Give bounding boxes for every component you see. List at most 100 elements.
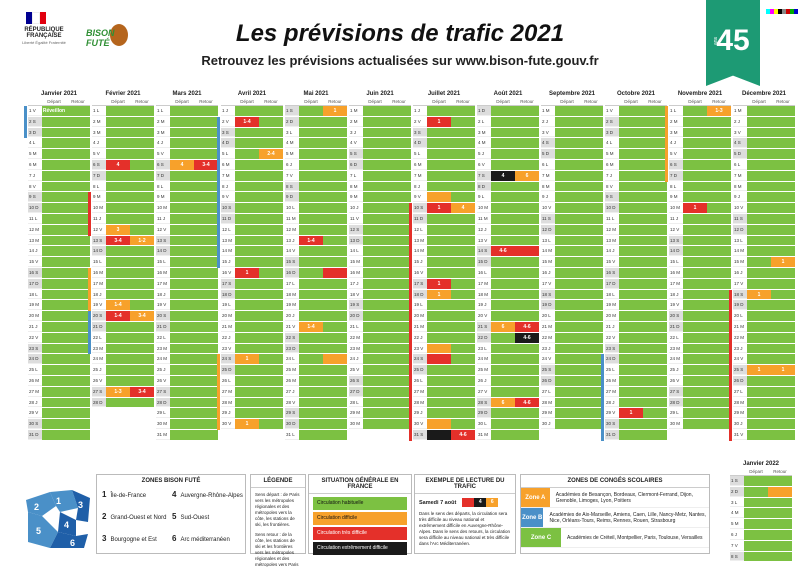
day-row: 26 S	[349, 375, 411, 387]
day-label: 12 D	[733, 224, 747, 235]
day-label: 18 S	[733, 289, 747, 300]
day-label: 5 M	[285, 149, 299, 159]
day-label: 12 S	[349, 224, 363, 235]
retour-cell	[323, 408, 347, 419]
day-row: 8 V	[28, 181, 90, 193]
day-label: 14 J	[28, 246, 42, 257]
day-label: 3 M	[477, 127, 491, 138]
retour-cell	[579, 192, 603, 203]
day-row: 9 M	[156, 192, 218, 204]
depart-cell	[555, 375, 579, 386]
retour-header: Retour	[199, 99, 213, 104]
retour-cell	[643, 375, 667, 386]
depart-cell: 1-4	[106, 311, 130, 321]
zone-academies: Académies de Créteil, Montpellier, Paris…	[567, 534, 703, 541]
french-flag-icon	[26, 12, 46, 24]
zone-scolaire-row: Zone B Académies de Aix-Marseille, Amiens…	[521, 508, 709, 528]
day-label: 15 M	[733, 257, 747, 267]
retour-cell	[515, 365, 539, 375]
day-label: 11 J	[156, 213, 170, 224]
retour-cell	[259, 116, 283, 127]
retour-header: Retour	[135, 99, 149, 104]
retour-cell	[515, 106, 539, 116]
depart-cell	[170, 332, 194, 343]
day-label: 4 S	[541, 138, 555, 149]
retour-cell	[259, 224, 283, 235]
retour-cell	[579, 311, 603, 321]
depart-cell	[170, 343, 194, 354]
day-row: 26 M	[285, 375, 347, 387]
day-row: 17 V	[541, 278, 603, 290]
day-row: 9 M	[349, 192, 411, 204]
month-name: Juin 2021	[366, 91, 394, 97]
day-label: 29 M	[541, 408, 555, 419]
day-row: 8 L	[156, 181, 218, 193]
day-label: 12 L	[221, 224, 235, 235]
day-label: 2 M	[92, 116, 106, 127]
depart-header: Départ	[111, 99, 125, 104]
depart-header: Départ	[560, 99, 574, 104]
retour-cell	[259, 138, 283, 149]
day-label: 24 L	[285, 354, 299, 365]
retour-cell	[451, 127, 475, 138]
depart-cell	[170, 116, 194, 127]
day-row: 23 M	[92, 343, 154, 355]
zones-scolaires-title: ZONES DE CONGÉS SCOLAIRES	[521, 475, 709, 488]
depart-cell	[235, 397, 259, 408]
retour-cell	[771, 181, 795, 192]
depart-cell	[106, 213, 130, 224]
day-label: 1 M	[733, 106, 747, 116]
depart-cell: 1	[235, 354, 259, 365]
depart-cell	[42, 321, 66, 332]
day-row: 10 J	[349, 203, 411, 214]
retour-cell	[66, 267, 90, 278]
day-label: 23 S	[605, 343, 619, 354]
retour-cell	[579, 278, 603, 289]
retour-cell	[643, 192, 667, 203]
anniversary-badge: 45 ans	[706, 0, 760, 86]
retour-cell	[515, 386, 539, 397]
retour-cell	[768, 551, 792, 562]
retour-cell	[771, 170, 795, 181]
day-row: 15 J	[221, 257, 283, 268]
situation-item: Circulation habituelle	[313, 497, 407, 510]
retour-cell	[771, 138, 795, 149]
day-label: 31 S	[413, 429, 427, 440]
depart-cell	[619, 354, 643, 365]
day-row: 28 M	[221, 397, 283, 409]
day-row: 8 M	[541, 181, 603, 193]
depart-cell	[235, 408, 259, 419]
depart-cell	[491, 386, 515, 397]
day-row: 1 V Réveillon	[28, 106, 90, 117]
day-row: 19 D	[733, 300, 795, 312]
retour-cell	[707, 267, 731, 278]
day-row: 15 J	[413, 257, 475, 268]
retour-cell	[66, 375, 90, 386]
retour-cell	[771, 375, 795, 386]
depart-cell	[491, 300, 515, 311]
retour-cell	[707, 311, 731, 321]
day-row: 17 S	[221, 278, 283, 290]
depart-cell	[299, 300, 323, 311]
day-label: 24 S	[221, 354, 235, 365]
day-label: 24 J	[349, 354, 363, 365]
retour-cell	[771, 386, 795, 397]
day-row: 12 M	[605, 224, 667, 236]
day-label: 25 J	[156, 365, 170, 375]
retour-cell	[194, 170, 218, 181]
day-label: 26 D	[733, 375, 747, 386]
day-label: 3 V	[733, 127, 747, 138]
retour-cell	[643, 127, 667, 138]
retour-cell	[771, 203, 795, 213]
month-col-headers: Départ Retour	[541, 99, 603, 105]
depart-cell	[491, 354, 515, 365]
retour-cell	[515, 311, 539, 321]
retour-cell: 1-3	[707, 106, 731, 116]
day-label: 12 M	[605, 224, 619, 235]
day-row: 29 V	[28, 408, 90, 420]
month-name: Juillet 2021	[427, 91, 461, 97]
depart-cell	[555, 343, 579, 354]
retour-cell	[515, 181, 539, 192]
month-col-headers: Départ Retour	[605, 99, 667, 105]
